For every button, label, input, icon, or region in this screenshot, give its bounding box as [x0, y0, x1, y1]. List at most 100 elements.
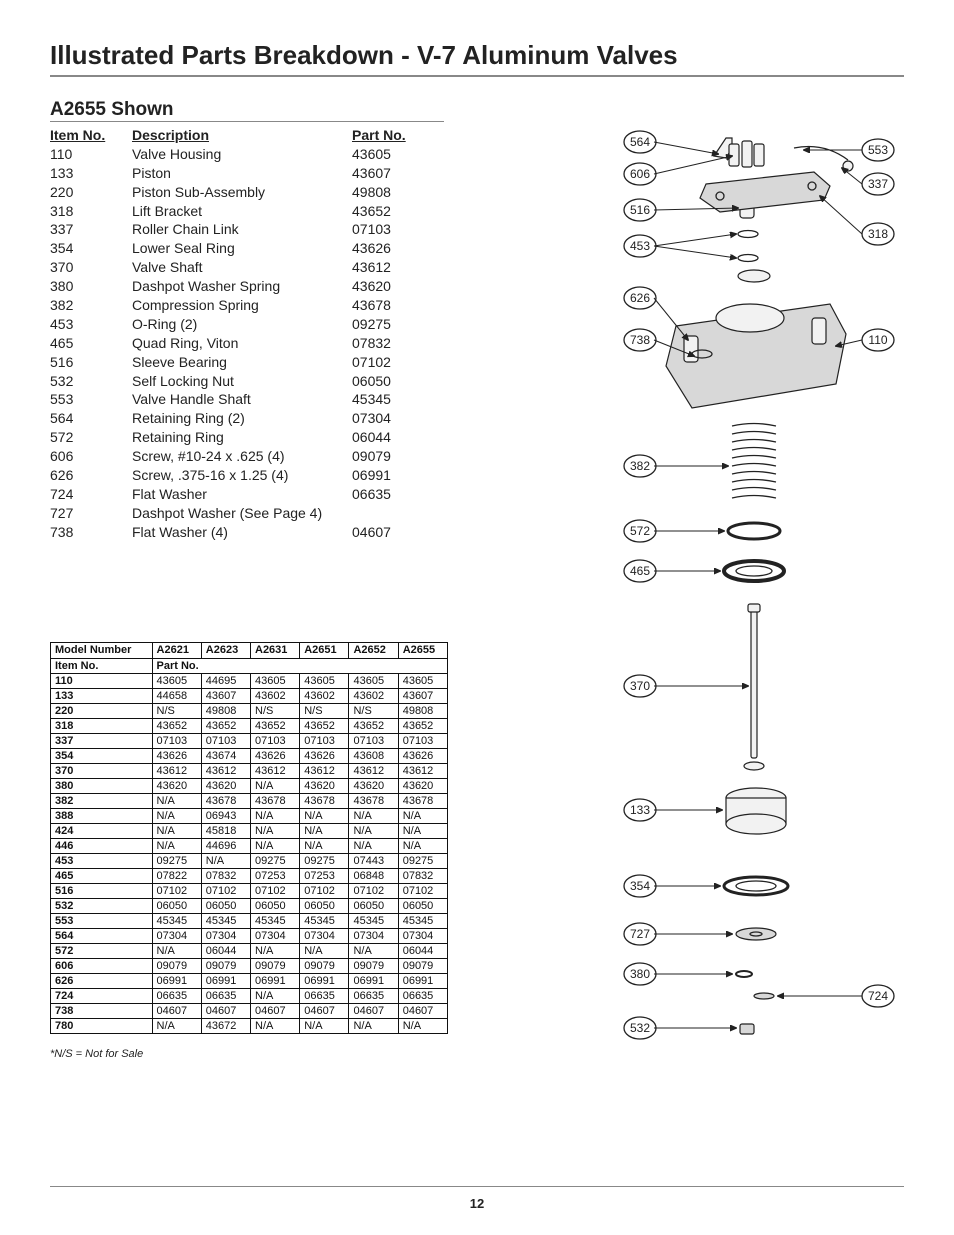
xref-cell: 43612 — [152, 763, 201, 778]
xref-cell: 06848 — [349, 868, 398, 883]
svg-text:606: 606 — [630, 167, 650, 181]
xref-cell: N/S — [300, 703, 349, 718]
xref-cell: 06991 — [398, 973, 447, 988]
description: Valve Shaft — [132, 258, 352, 277]
part-no: 09079 — [352, 447, 432, 466]
callout-572: 572 — [624, 520, 724, 542]
item-no: 453 — [50, 315, 132, 334]
svg-text:110: 110 — [868, 333, 887, 347]
xref-cell: 43605 — [398, 673, 447, 688]
xref-cell: 07102 — [152, 883, 201, 898]
part-no: 07103 — [352, 220, 432, 239]
xref-cell: 45345 — [201, 913, 250, 928]
xref-row: 516071020710207102071020710207102 — [51, 883, 448, 898]
callout-606: 606 — [624, 156, 732, 185]
bracket-assembly-icon — [700, 138, 853, 262]
parts-row: 220Piston Sub-Assembly49808 — [50, 183, 584, 202]
xref-cell: 43620 — [300, 778, 349, 793]
part-no: 07304 — [352, 409, 432, 428]
xref-cell: 07253 — [300, 868, 349, 883]
xref-cell: 09079 — [349, 958, 398, 973]
right-column: 564 606 516 453 — [614, 126, 904, 1081]
xref-cell: 09275 — [152, 853, 201, 868]
xref-item-no: 738 — [51, 1003, 153, 1018]
item-no: 572 — [50, 428, 132, 447]
xref-cell: 04607 — [349, 1003, 398, 1018]
xref-cell: 44696 — [201, 838, 250, 853]
xref-cell: N/A — [349, 808, 398, 823]
xref-cell: 07304 — [300, 928, 349, 943]
xref-model-header: Model Number A2621 A2623 A2631 A2651 A26… — [51, 642, 448, 658]
xref-row: 446N/A44696N/AN/AN/AN/A — [51, 838, 448, 853]
xref-cell: 43620 — [201, 778, 250, 793]
xref-cell: N/A — [251, 808, 300, 823]
xref-cell: 06050 — [349, 898, 398, 913]
xref-cell: 43612 — [300, 763, 349, 778]
xref-cell: N/A — [152, 808, 201, 823]
xref-cell: 06050 — [300, 898, 349, 913]
description: Piston — [132, 164, 352, 183]
part-no: 43626 — [352, 239, 432, 258]
compression-spring-icon — [732, 424, 776, 499]
part-no: 09275 — [352, 315, 432, 334]
parts-row: 727Dashpot Washer (See Page 4) — [50, 504, 584, 523]
xref-cell: 43612 — [398, 763, 447, 778]
part-no: 04607 — [352, 523, 432, 542]
xref-cell: N/A — [349, 1018, 398, 1033]
part-no: 06044 — [352, 428, 432, 447]
parts-row: 133Piston43607 — [50, 164, 584, 183]
xref-cell: N/A — [398, 823, 447, 838]
svg-text:370: 370 — [630, 679, 650, 693]
xref-cell: N/A — [152, 823, 201, 838]
part-no: 43612 — [352, 258, 432, 277]
xref-cell: 43678 — [398, 793, 447, 808]
xref-cell: 06991 — [201, 973, 250, 988]
item-no: 382 — [50, 296, 132, 315]
xref-cell: 09079 — [398, 958, 447, 973]
description: Dashpot Washer Spring — [132, 277, 352, 296]
xref-cell: 06050 — [201, 898, 250, 913]
xref-cell: 06991 — [152, 973, 201, 988]
item-no: 532 — [50, 372, 132, 391]
part-no-label: Part No. — [152, 658, 447, 673]
xref-row: 606090790907909079090790907909079 — [51, 958, 448, 973]
xref-item-no: 553 — [51, 913, 153, 928]
xref-cell: 45345 — [398, 913, 447, 928]
xref-cell: 45345 — [349, 913, 398, 928]
xref-row: 354436264367443626436264360843626 — [51, 748, 448, 763]
xref-item-no: 724 — [51, 988, 153, 1003]
xref-row: 382N/A4367843678436784367843678 — [51, 793, 448, 808]
item-no-label: Item No. — [51, 658, 153, 673]
model-number-label: Model Number — [51, 642, 153, 658]
xref-cell: 44695 — [201, 673, 250, 688]
xref-cell: 06635 — [152, 988, 201, 1003]
parts-row: 564Retaining Ring (2)07304 — [50, 409, 584, 428]
parts-row: 572Retaining Ring06044 — [50, 428, 584, 447]
xref-cell: 43612 — [251, 763, 300, 778]
xref-cell: 43602 — [349, 688, 398, 703]
xref-row: 572N/A06044N/AN/AN/A06044 — [51, 943, 448, 958]
svg-text:133: 133 — [630, 803, 650, 817]
flat-washer-icon — [754, 993, 774, 999]
xref-item-no: 572 — [51, 943, 153, 958]
xref-cell: 43626 — [251, 748, 300, 763]
xref-cell: 09079 — [152, 958, 201, 973]
xref-cell: 06943 — [201, 808, 250, 823]
svg-text:626: 626 — [630, 291, 650, 305]
xref-cell: 43672 — [201, 1018, 250, 1033]
xref-cell: 06050 — [251, 898, 300, 913]
xref-row: 337071030710307103071030710307103 — [51, 733, 448, 748]
hdr-description: Description — [132, 126, 352, 145]
description: O-Ring (2) — [132, 315, 352, 334]
xref-cell: 07253 — [251, 868, 300, 883]
xref-cell: N/A — [349, 823, 398, 838]
xref-cell: N/A — [251, 943, 300, 958]
xref-cell: N/A — [398, 838, 447, 853]
part-no: 45345 — [352, 390, 432, 409]
part-no: 43678 — [352, 296, 432, 315]
xref-cell: 43626 — [398, 748, 447, 763]
parts-row: 370Valve Shaft43612 — [50, 258, 584, 277]
xref-row: 110436054469543605436054360543605 — [51, 673, 448, 688]
xref-cell: 04607 — [398, 1003, 447, 1018]
parts-row: 110Valve Housing43605 — [50, 145, 584, 164]
